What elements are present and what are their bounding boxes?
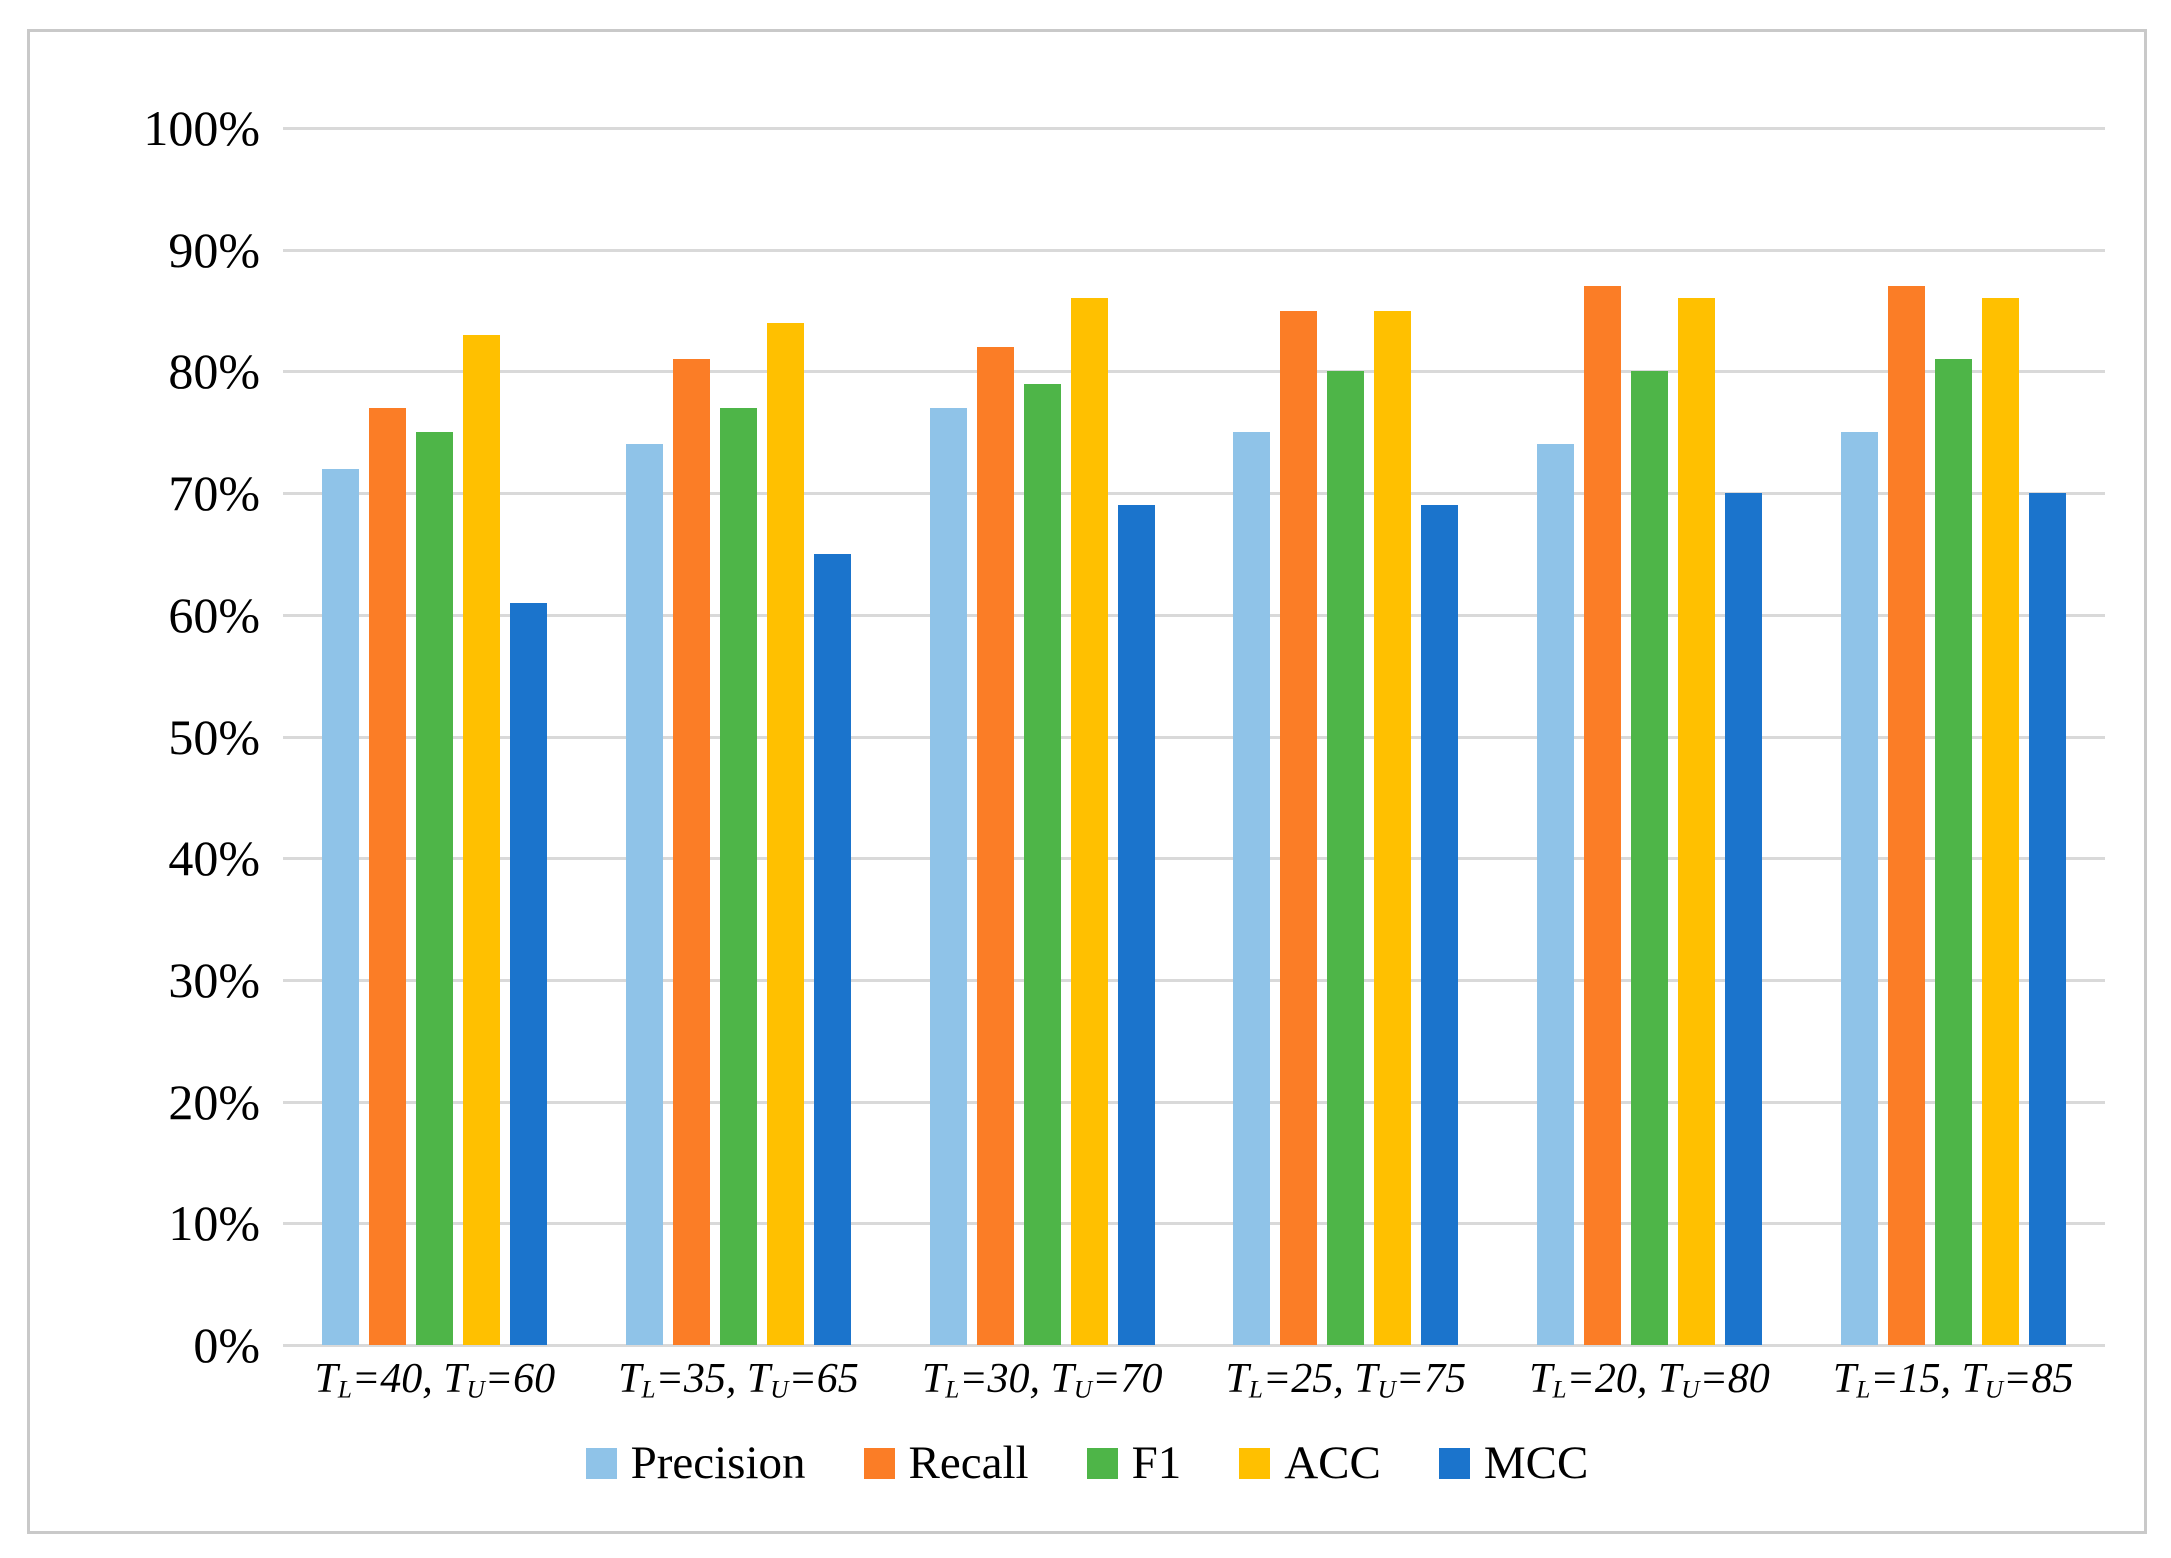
y-tick-label-20%: 20%	[168, 1073, 260, 1130]
x-tick-label-cat5: TL=20, TU=80	[1529, 1356, 1770, 1404]
y-tick-label-90%: 90%	[168, 221, 260, 278]
bar-recall-cat2	[673, 359, 710, 1345]
gridline-50%	[283, 735, 2105, 739]
bar-f1-cat5	[1631, 371, 1668, 1345]
x-tick-label-cat3: TL=30, TU=70	[921, 1356, 1163, 1404]
y-tick-label-0%: 0%	[193, 1317, 260, 1373]
bar-mcc-cat5	[1725, 493, 1762, 1345]
y-tick-label-80%: 80%	[168, 343, 260, 400]
bar-mcc-cat6	[2028, 493, 2066, 1345]
bar-precision-cat2	[626, 444, 663, 1345]
gridline-60%	[283, 613, 2105, 617]
bar-mcc-cat2	[814, 553, 851, 1345]
bar-acc-cat6	[1981, 298, 2019, 1345]
bar-acc-cat1	[463, 334, 501, 1345]
bar-recall-cat1	[369, 407, 407, 1345]
bar-mcc-cat4	[1421, 505, 1459, 1345]
legend-label-precision: Precision	[630, 1437, 806, 1489]
bar-f1-cat3	[1023, 383, 1061, 1345]
y-tick-label-100%: 100%	[143, 100, 260, 156]
x-tick-label-cat4: TL=25, TU=75	[1225, 1356, 1467, 1404]
bar-acc-cat4	[1374, 310, 1412, 1345]
bar-precision-cat4	[1233, 432, 1271, 1345]
bar-f1-cat6	[1934, 359, 1972, 1345]
legend-swatch-acc	[1239, 1447, 1271, 1479]
y-tick-label-10%: 10%	[168, 1195, 260, 1252]
legend-item-precision: Precision	[585, 1437, 806, 1489]
y-tick-label-70%: 70%	[168, 465, 260, 522]
gridline-30%	[283, 978, 2105, 982]
bar-recall-cat5	[1584, 286, 1621, 1345]
bar-chart-figure: 0% 10% 20% 30% 40% 50% 60% 70% 80% 90% 100% TL=40,…	[27, 29, 2147, 1534]
legend-label-mcc: MCC	[1483, 1437, 1589, 1489]
legend-item-f1: F1	[1086, 1437, 1182, 1489]
bar-precision-cat5	[1537, 444, 1574, 1345]
legend-swatch-f1	[1086, 1447, 1118, 1479]
legend-label-f1: F1	[1131, 1437, 1182, 1489]
y-tick-label-60%: 60%	[168, 586, 260, 643]
gridline-20%	[283, 1100, 2105, 1104]
chart-legend: Precision Recall F1 ACC MCC	[30, 1437, 2144, 1489]
y-tick-label-50%: 50%	[168, 708, 260, 765]
legend-item-acc: ACC	[1239, 1437, 1381, 1489]
y-tick-label-40%: 40%	[168, 830, 260, 887]
bar-f1-cat2	[720, 407, 757, 1345]
gridline-100%	[283, 127, 2105, 130]
x-tick-label-cat2: TL=35, TU=65	[618, 1356, 859, 1404]
bar-precision-cat3	[929, 407, 967, 1345]
bar-precision-cat6	[1840, 432, 1878, 1345]
gridline-70%	[283, 492, 2105, 496]
legend-item-mcc: MCC	[1438, 1437, 1589, 1489]
gridline-80%	[283, 370, 2105, 374]
plot-area	[283, 127, 2105, 1347]
bar-f1-cat4	[1327, 371, 1365, 1345]
bar-precision-cat1	[322, 468, 360, 1345]
bar-recall-cat6	[1887, 286, 1925, 1345]
legend-swatch-recall	[863, 1447, 895, 1479]
bar-acc-cat2	[767, 322, 804, 1345]
legend-swatch-precision	[585, 1447, 617, 1479]
bar-mcc-cat1	[510, 602, 548, 1345]
legend-label-acc: ACC	[1284, 1437, 1381, 1489]
legend-label-recall: Recall	[908, 1437, 1029, 1489]
y-tick-label-30%: 30%	[168, 951, 260, 1008]
bar-recall-cat3	[976, 347, 1014, 1345]
x-tick-label-cat1: TL=40, TU=60	[314, 1356, 556, 1404]
legend-item-recall: Recall	[863, 1437, 1029, 1489]
x-tick-label-cat6: TL=15, TU=85	[1832, 1356, 2074, 1404]
bar-recall-cat4	[1280, 310, 1318, 1345]
gridline-40%	[283, 857, 2105, 861]
bar-f1-cat1	[416, 432, 454, 1345]
bar-acc-cat5	[1678, 298, 1715, 1345]
gridline-90%	[283, 248, 2105, 252]
gridline-10%	[283, 1222, 2105, 1226]
legend-swatch-mcc	[1438, 1447, 1470, 1479]
bar-acc-cat3	[1070, 298, 1108, 1345]
gridline-0%	[283, 1344, 2105, 1347]
bar-mcc-cat3	[1117, 505, 1155, 1345]
